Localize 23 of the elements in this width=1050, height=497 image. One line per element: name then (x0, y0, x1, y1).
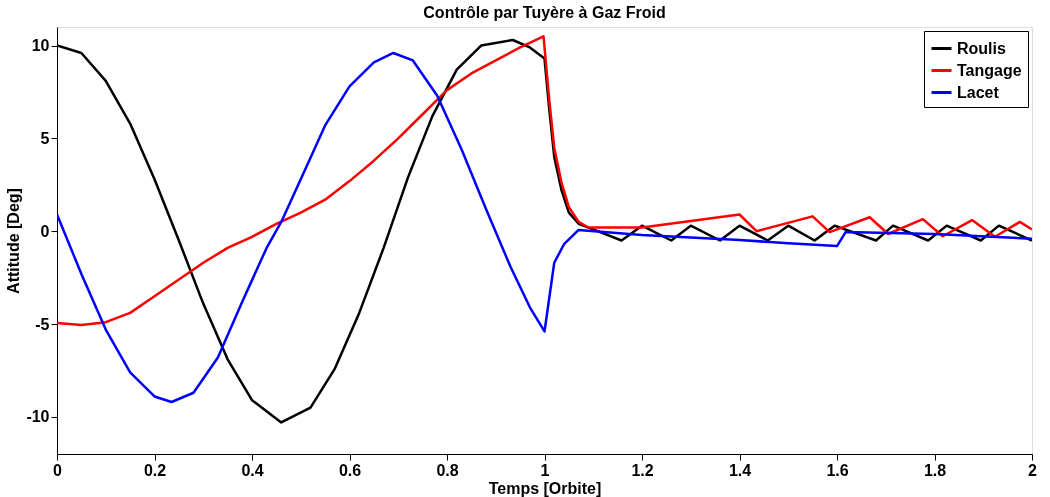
x-tick-label: 1.6 (826, 461, 849, 479)
y-tick-label: -5 (35, 315, 50, 333)
x-tick-label: 1.4 (728, 461, 752, 479)
x-tick-label: 2 (1028, 461, 1038, 479)
legend-label: Lacet (957, 83, 1000, 101)
y-tick-label: -10 (26, 408, 50, 426)
x-tick-label: 0.4 (241, 461, 264, 479)
legend-label: Roulis (957, 39, 1006, 57)
x-tick-label: 0 (53, 461, 63, 479)
x-axis-title: Temps [Orbite] (488, 479, 602, 497)
y-axis-title: Attitude [Deg] (5, 188, 23, 294)
x-tick-label: 0.8 (436, 461, 459, 479)
y-tick-label: 10 (31, 37, 50, 55)
legend-label: Tangage (957, 61, 1022, 79)
y-tick-label: 0 (40, 222, 50, 240)
y-tick-label: 5 (40, 129, 50, 147)
line-series (57, 35, 1032, 327)
x-tick-label: 1.8 (923, 461, 947, 479)
x-tick-label: 1.2 (631, 461, 654, 479)
x-tick-label: 1 (540, 461, 550, 479)
x-tick-label: 0.2 (143, 461, 167, 479)
chart-title: Contrôle par Tuyère à Gaz Froid (423, 4, 666, 21)
x-tick-label: 0.6 (338, 461, 362, 479)
